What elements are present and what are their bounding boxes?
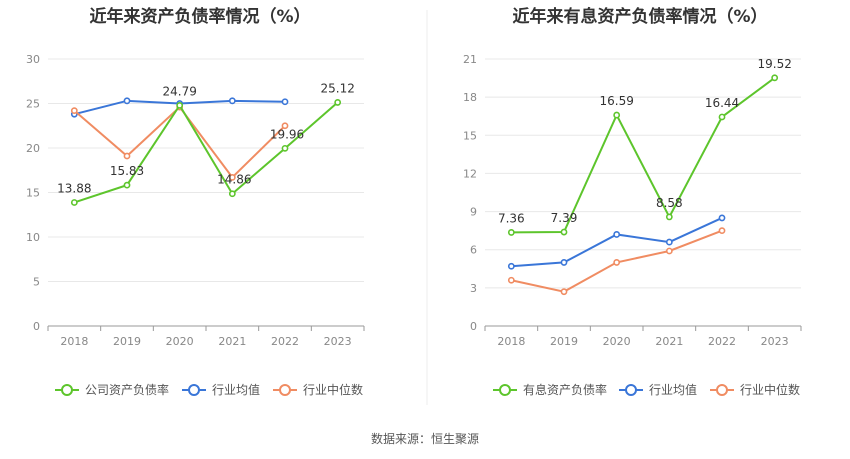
data-point <box>665 213 673 221</box>
data-point <box>560 259 568 266</box>
data-point <box>176 101 184 109</box>
data-point <box>560 288 568 296</box>
data-point <box>70 199 78 206</box>
chart-title-1: 近年来资产负债率情况（%） <box>89 6 310 27</box>
legend-swatch-marker <box>279 384 291 396</box>
x-tick-label: 2023 <box>761 335 789 348</box>
data-point <box>228 173 236 181</box>
data-point <box>123 152 131 160</box>
data-point <box>665 238 673 246</box>
y-tick-label: 0 <box>33 320 40 333</box>
x-tick-label: 2021 <box>655 335 683 348</box>
data-label: 19.96 <box>270 127 304 141</box>
data-point <box>281 122 289 130</box>
data-label: 19.52 <box>757 57 791 71</box>
data-label: 15.83 <box>110 164 144 178</box>
y-tick-label: 21 <box>463 53 477 66</box>
x-tick-label: 2018 <box>60 335 88 348</box>
x-tick-label: 2020 <box>603 335 631 348</box>
data-label: 24.79 <box>162 84 196 98</box>
data-point <box>281 98 289 106</box>
data-point <box>334 99 342 106</box>
data-point <box>228 97 236 105</box>
data-point <box>228 190 236 198</box>
x-tick-label: 2023 <box>324 335 352 348</box>
data-point <box>560 228 568 236</box>
y-tick-label: 3 <box>470 282 477 295</box>
data-point <box>718 214 726 222</box>
x-tick-label: 2020 <box>166 335 194 348</box>
data-label: 13.88 <box>57 181 91 195</box>
data-point <box>507 262 515 270</box>
data-point <box>665 247 673 255</box>
y-tick-label: 15 <box>463 129 477 142</box>
y-tick-label: 30 <box>26 53 40 66</box>
data-point <box>507 276 515 284</box>
x-tick-label: 2019 <box>113 335 141 348</box>
legend-label: 有息资产负债率 <box>523 382 607 397</box>
data-point <box>281 144 289 152</box>
y-tick-label: 10 <box>26 231 40 244</box>
data-label: 16.59 <box>599 94 633 108</box>
data-point <box>613 231 621 238</box>
x-tick-label: 2021 <box>218 335 246 348</box>
y-tick-label: 0 <box>470 320 477 333</box>
y-tick-label: 25 <box>26 98 40 111</box>
legend-swatch-marker <box>188 384 200 396</box>
y-tick-label: 6 <box>470 244 477 257</box>
legend-label: 行业均值 <box>212 382 260 397</box>
data-point <box>507 229 515 236</box>
data-label: 25.12 <box>320 81 354 95</box>
y-tick-label: 15 <box>26 187 40 200</box>
data-label: 7.36 <box>498 211 525 225</box>
data-label: 8.58 <box>656 196 683 210</box>
data-point <box>771 74 779 82</box>
x-tick-label: 2019 <box>550 335 578 348</box>
data-label: 16.44 <box>705 96 739 110</box>
chart-title-2: 近年来有息资产负债率情况（%） <box>512 6 767 27</box>
legend-swatch-marker <box>499 384 511 396</box>
data-point <box>70 107 78 115</box>
legend-swatch-marker <box>716 384 728 396</box>
x-tick-label: 2018 <box>497 335 525 348</box>
legend-label: 公司资产负债率 <box>85 382 169 397</box>
data-source: 数据来源：恒生聚源 <box>371 431 479 446</box>
data-point <box>123 181 131 189</box>
y-tick-label: 9 <box>470 206 477 219</box>
x-tick-label: 2022 <box>708 335 736 348</box>
series-line-1 <box>74 101 339 204</box>
data-point <box>123 97 131 105</box>
series-line-3 <box>73 105 286 179</box>
data-label: 7.39 <box>551 211 578 225</box>
legend-label: 行业中位数 <box>303 382 363 397</box>
legend-label: 行业均值 <box>649 382 697 397</box>
y-tick-label: 5 <box>33 276 40 289</box>
data-point <box>613 111 621 119</box>
y-tick-label: 12 <box>463 167 477 180</box>
y-tick-label: 18 <box>463 91 477 104</box>
series-line-1 <box>511 77 776 234</box>
legend-swatch-marker <box>61 384 73 396</box>
y-tick-label: 20 <box>26 142 40 155</box>
legend-swatch-marker <box>625 384 637 396</box>
x-tick-label: 2022 <box>271 335 299 348</box>
data-point <box>718 113 726 121</box>
data-label: 14.86 <box>217 173 251 187</box>
legend-label: 行业中位数 <box>740 382 800 397</box>
data-point <box>718 227 726 235</box>
data-point <box>613 259 621 266</box>
